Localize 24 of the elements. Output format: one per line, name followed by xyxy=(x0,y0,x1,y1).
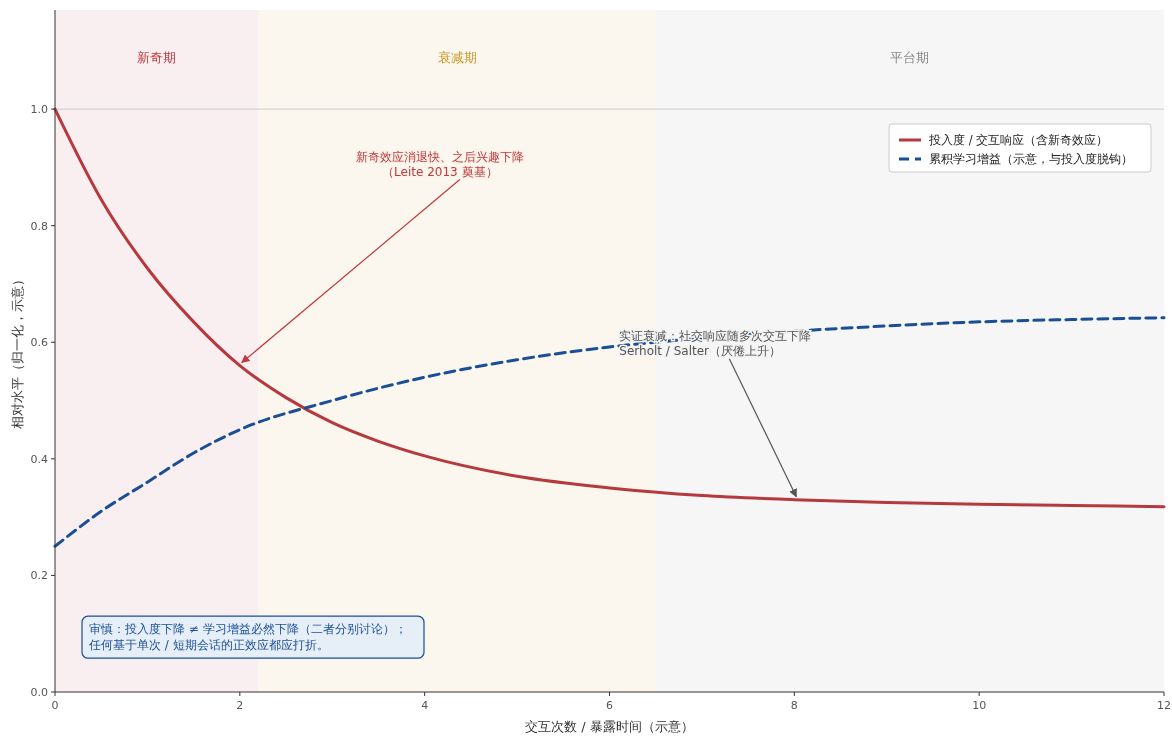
x-tick-label: 2 xyxy=(236,699,244,712)
annotation: 审慎：投入度下降 ≠ 学习增益必然下降（二者分别讨论）；任何基于单次 / 短期会话的正效应都应打折。 xyxy=(88,622,407,653)
line-series xyxy=(53,316,1166,548)
x-tick-label: 10 xyxy=(972,699,987,712)
x-tick-label: 4 xyxy=(421,699,429,712)
y-tick-label: 0.6 xyxy=(30,336,48,350)
y-tick-label: 0.4 xyxy=(30,452,48,466)
y-tick-label: 0.2 xyxy=(30,569,48,583)
x-tick-label: 12 xyxy=(1157,699,1171,712)
legend-label: 投入度 / 交互响应（含新奇效应） xyxy=(928,133,1109,147)
band-label: 平台期 xyxy=(890,50,930,66)
x-tick-label: 0 xyxy=(51,699,59,712)
x-tick-label: 6 xyxy=(606,699,613,712)
y-tick-label: 0.8 xyxy=(30,219,48,233)
band-label: 新奇期 xyxy=(137,50,177,66)
y-axis-title: 相对水平（归一化，示意） xyxy=(10,273,25,429)
x-axis-title: 交互次数 / 暴露时间（示意） xyxy=(525,719,694,734)
y-tick-label: 1.0 xyxy=(30,103,48,117)
x-tick-label: 8 xyxy=(790,699,798,712)
line-series xyxy=(53,107,1166,509)
band-label: 衰减期 xyxy=(437,50,477,66)
y-tick-label: 0.0 xyxy=(30,686,48,699)
legend-label: 累积学习增益（示意，与投入度脱钩） xyxy=(929,152,1133,166)
annotation: 新奇效应消退快、之后兴趣下降（Leite 2013 奠基） xyxy=(355,149,524,179)
